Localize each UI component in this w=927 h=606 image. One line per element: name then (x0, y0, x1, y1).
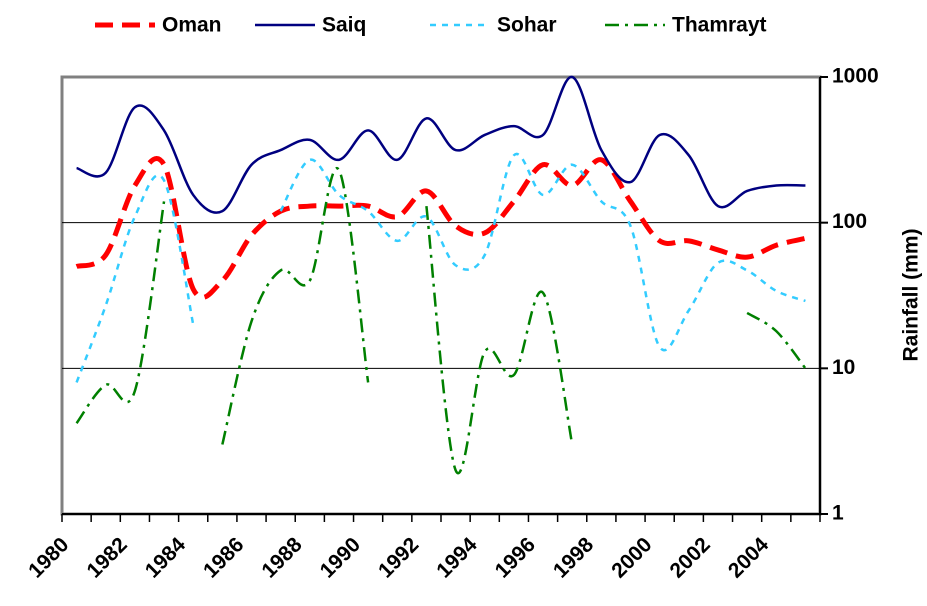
x-tick-label: 1992 (374, 533, 423, 582)
x-tick-label: 1996 (491, 533, 540, 582)
y-tick-label: 1000 (832, 65, 879, 88)
x-tick-label: 2004 (724, 533, 774, 583)
series-line (279, 152, 806, 352)
x-tick-label: 1980 (24, 533, 73, 582)
legend-label: Sohar (497, 14, 557, 37)
x-tick-label: 2000 (607, 533, 656, 582)
x-tick-label: 2002 (666, 533, 715, 582)
plot-frame (60, 75, 822, 516)
y-tick-label: 10 (832, 356, 855, 379)
series-line (75, 201, 166, 424)
x-tick-label: 1994 (432, 533, 482, 583)
series-line (746, 311, 807, 370)
series-line (75, 174, 195, 383)
x-tick-label: 1988 (257, 533, 307, 583)
x-tick-label: 1982 (82, 533, 131, 582)
x-tick-label: 1990 (316, 533, 365, 582)
y-axis-label: Rainfall (mm) (900, 228, 923, 361)
series-line (75, 156, 806, 300)
legend-label: Saiq (322, 14, 366, 37)
series-line (76, 75, 806, 214)
series-line (425, 205, 574, 475)
x-tick-label: 1984 (141, 533, 191, 583)
legend-label: Thamrayt (672, 14, 767, 37)
y-tick-label: 100 (832, 210, 867, 233)
series-line (221, 166, 370, 445)
x-tick-label: 1998 (549, 533, 599, 583)
y-tick-label: 1 (832, 502, 844, 525)
x-tick-label: 1986 (199, 533, 248, 582)
legend-label: Oman (162, 14, 222, 37)
